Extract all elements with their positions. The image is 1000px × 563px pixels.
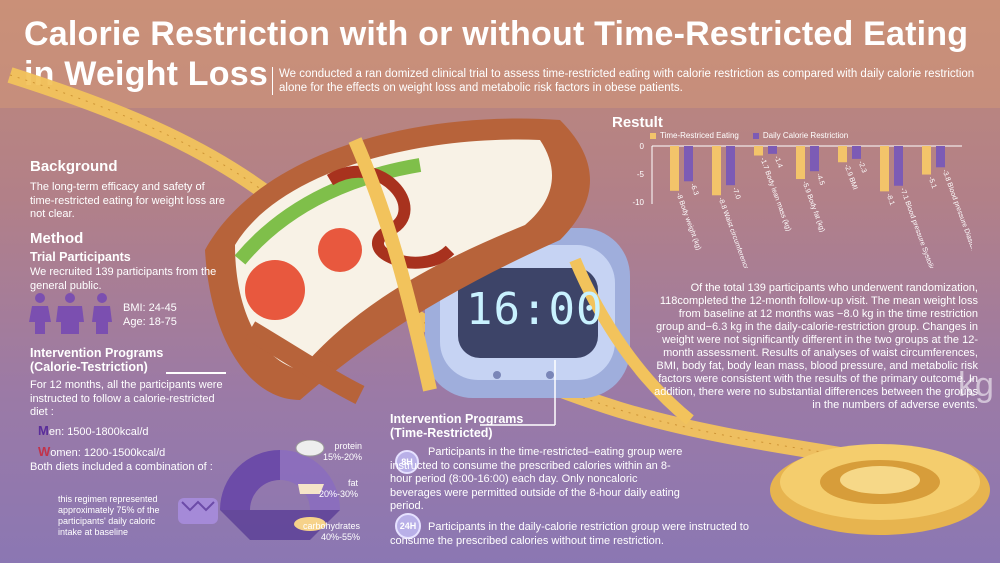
- fat-range: 20%-30%: [318, 489, 358, 499]
- bar-label: -1.7 Body lean mass (kg): [759, 157, 792, 233]
- background-text: The long-term efficacy and safety of tim…: [30, 181, 226, 220]
- legend-label-dcr: Daily Calorie Restriction: [762, 131, 849, 140]
- background-heading: Background: [30, 158, 118, 175]
- bar-dcr: [852, 146, 861, 159]
- bar-label: -5.1: [927, 176, 938, 190]
- bar-tre: [880, 146, 889, 192]
- fat-name: fat: [347, 478, 358, 488]
- title-banner: [0, 0, 1000, 108]
- title-line-1: Calorie Restriction with or without Time…: [24, 15, 969, 53]
- protein-label: protein 15%-20%: [322, 441, 362, 463]
- calorie-program-heading: Intervention Programs: [30, 346, 164, 360]
- bar-tre: [838, 146, 847, 163]
- bar-dcr: [810, 146, 819, 172]
- bar-tre: [754, 146, 763, 156]
- time-program-8h-text: Participants in the time-restricted–eati…: [390, 446, 683, 512]
- women-text: omen: 1200-1500kcal/d: [50, 447, 166, 459]
- bar-label: -4.5: [815, 172, 826, 186]
- result-heading: Restult: [612, 114, 663, 131]
- men-text: en: 1500-1800kcal/d: [48, 426, 149, 438]
- subtitle: We conducted a ran domized clinical tria…: [272, 67, 979, 95]
- fat-label: fat 20%-30%: [318, 478, 358, 500]
- age-range: Age: 18-75: [123, 316, 177, 328]
- time-program: Intervention Programs (Time-Restricted): [390, 412, 590, 440]
- legend-dcr: Daily Calorie Restriction: [752, 131, 849, 140]
- time-program-subheading: (Time-Restricted): [390, 426, 493, 440]
- background-section: Background The long-term efficacy and sa…: [30, 158, 230, 222]
- time-program-24h-text: Participants in the daily-calorie restri…: [390, 521, 749, 547]
- bar-label: -1.4: [773, 155, 784, 169]
- carbohydrates-name: carbohydrates: [302, 521, 360, 531]
- y-tick-label: -5: [637, 170, 645, 179]
- bar-label: -8.8 Waist circumference (cm): [717, 197, 755, 268]
- page-title: Calorie Restriction with or without Time…: [24, 14, 984, 94]
- bar-label: -6.3: [689, 183, 700, 197]
- method-section: Method Trial Participants We recruited 1…: [30, 230, 220, 293]
- participants-icon: [29, 293, 112, 334]
- y-tick-label: -10: [632, 198, 644, 207]
- legend-tre: Time-Restriced Eating: [650, 131, 739, 140]
- bar-label: -3.8 Blood pressure Diastolic (mmHg): [941, 169, 972, 268]
- bar-tre: [670, 146, 679, 191]
- kg-label: kg: [958, 366, 994, 404]
- women-calories: Women: 1200-1500kcal/d: [38, 445, 165, 461]
- combination-text: Both diets included a combination of :: [30, 461, 213, 473]
- carbohydrates-label: carbohydrates 40%-55%: [290, 521, 360, 543]
- result-section: Restult: [612, 114, 663, 131]
- legend-label-tre: Time-Restriced Eating: [660, 131, 739, 140]
- bar-label: -8 Body weight (kg): [675, 192, 702, 251]
- bar-dcr: [684, 146, 693, 182]
- bar-label: -7.1 Blood pressure Systolic (mmHg): [899, 187, 945, 268]
- calorie-program-text: For 12 months, all the participants were…: [30, 379, 223, 418]
- protein-name: protein: [334, 441, 362, 451]
- protein-range: 15%-20%: [322, 452, 362, 462]
- bmi-range: BMI: 24-45: [123, 302, 177, 314]
- bar-dcr: [894, 146, 903, 186]
- result-chart: 0 -5 -10 -8 Body weight (kg)-6.3 -8.8 Waist …: [632, 142, 972, 268]
- bar-label: -5.9 Body fat (kg): [801, 180, 826, 233]
- bar-dcr: [726, 146, 735, 186]
- bar-dcr: [768, 146, 777, 154]
- women-initial: W: [38, 444, 51, 459]
- legend-swatch-tre: [650, 132, 656, 139]
- macros-diagram: [178, 440, 340, 540]
- method-heading: Method: [30, 230, 84, 247]
- calorie-program-subheading: (Calorie-Testriction): [30, 360, 148, 374]
- bar-label: -7.0: [731, 186, 742, 200]
- bar-label: -2.3: [857, 160, 868, 174]
- participants-heading: Trial Participants: [30, 250, 131, 264]
- calorie-program: Intervention Programs (Calorie-Testricti…: [30, 346, 230, 374]
- time-program-heading: Intervention Programs: [390, 412, 524, 426]
- legend-swatch-dcr: [752, 132, 759, 139]
- clock-display: 16:00: [466, 284, 604, 335]
- carbohydrates-range: 40%-55%: [320, 532, 360, 542]
- clock-24h-icon: 24H: [395, 513, 421, 539]
- clock-8h-icon: 8H: [395, 450, 419, 474]
- connector-line: [166, 372, 226, 374]
- tape-measure-roll: [770, 444, 990, 535]
- y-tick-label: 0: [640, 142, 645, 151]
- result-summary: Of the total 139 participants who underw…: [654, 282, 978, 411]
- men-calories: Men: 1500-1800kcal/d: [38, 424, 149, 440]
- bar-label: -8.1: [885, 193, 896, 207]
- chart-legend: Time-Restriced Eating Daily Calorie Rest…: [650, 131, 848, 140]
- bar-tre: [712, 146, 721, 196]
- bar-label: -2.9 BMI: [843, 164, 859, 191]
- participants-text: We recruited 139 participants from the g…: [30, 266, 217, 292]
- regimen-note: this regimen represented approximately 7…: [58, 494, 160, 537]
- bar-dcr: [936, 146, 945, 168]
- men-initial: M: [38, 423, 49, 438]
- bar-tre: [796, 146, 805, 180]
- bar-tre: [922, 146, 931, 175]
